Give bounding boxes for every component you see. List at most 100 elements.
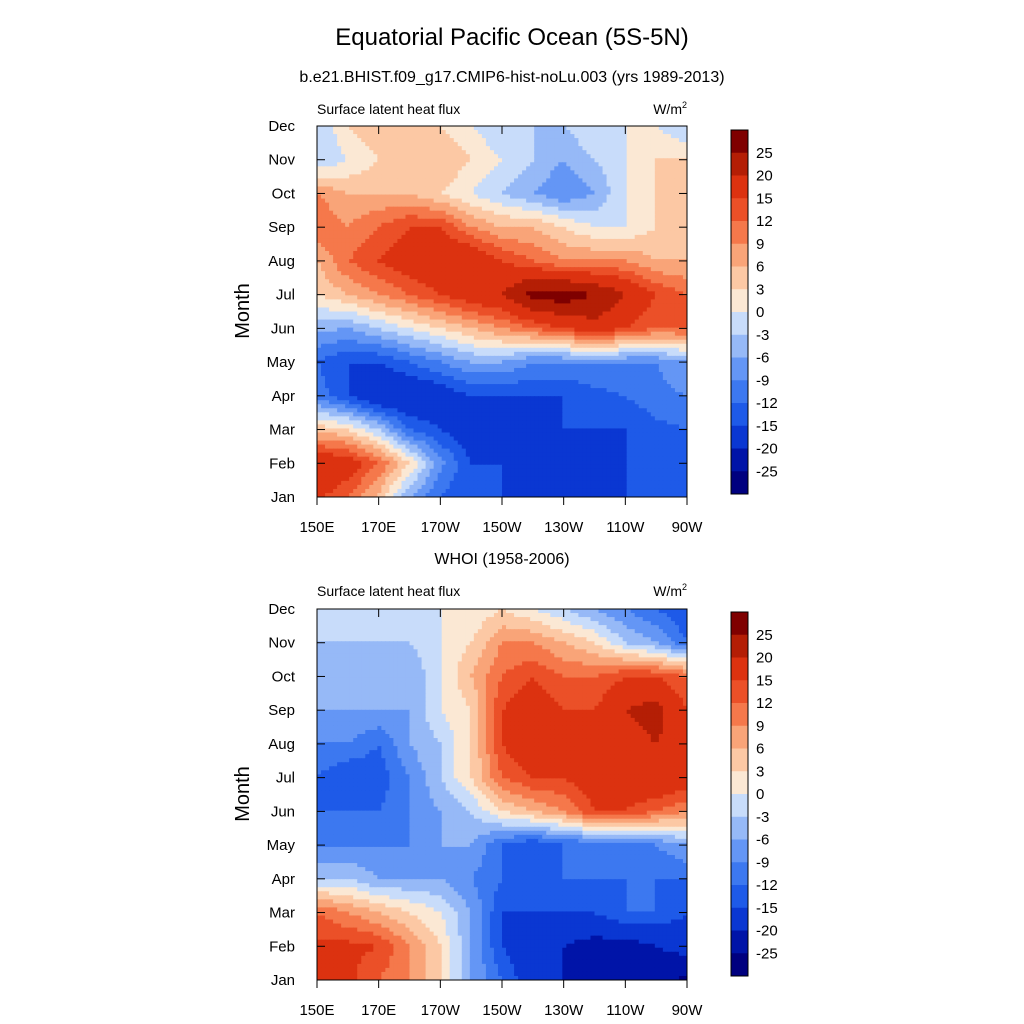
heatmap-cell [357,283,362,288]
heatmap-cell [574,287,580,292]
heatmap-cell [353,287,358,292]
heatmap-cell [558,162,563,167]
heatmap-cell [349,158,354,163]
heatmap-cell [650,202,656,208]
heatmap-cell [433,218,439,224]
heatmap-cell [658,126,664,131]
heatmap-cell [325,303,330,309]
heatmap-cell [662,251,668,256]
heatmap-cell [465,138,471,143]
heatmap-cell [473,315,479,321]
heatmap-cell [570,134,575,139]
heatmap-cell [461,246,467,252]
heatmap-cell [590,307,596,313]
heatmap-cell [337,234,342,240]
heatmap-cell [566,263,571,268]
heatmap-cell [670,134,676,139]
heatmap-cell [409,202,415,208]
heatmap-cell [473,234,479,240]
heatmap-cell [614,234,620,240]
heatmap-cell [357,323,362,329]
heatmap-cell [674,206,680,212]
heatmap-cell [405,271,411,276]
heatmap-cell [433,210,439,216]
heatmap-cell [485,174,491,180]
heatmap-cell [477,146,483,151]
heatmap-cell [670,146,676,151]
heatmap-cell [566,307,571,313]
heatmap-cell [542,214,547,220]
heatmap-cell [445,150,451,155]
heatmap-cell [489,174,495,180]
heatmap-cell [389,198,395,204]
heatmap-cell [429,174,435,180]
heatmap-cell [489,319,495,325]
heatmap-cell [618,263,624,268]
heatmap-cell [413,246,419,252]
heatmap-cell [377,339,382,345]
heatmap-cell [578,166,584,171]
heatmap-cell [393,271,399,276]
heatmap-cell [465,190,471,196]
heatmap-cell [534,162,539,167]
heatmap-cell [674,170,680,175]
heatmap-cell [453,178,459,184]
heatmap-cell [373,315,378,321]
heatmap-cell [437,222,443,228]
heatmap-cell [485,279,491,284]
heatmap-cell [413,134,419,139]
heatmap-cell [550,186,555,192]
heatmap-cell [590,275,596,280]
heatmap-cell [662,222,668,228]
heatmap-cell [445,327,451,333]
heatmap-cell [602,263,608,268]
heatmap-cell [429,202,435,208]
heatmap-cell [381,170,386,175]
heatmap-cell [526,315,531,321]
heatmap-cell [393,299,399,305]
heatmap-cell [469,331,475,337]
heatmap-cell [598,327,604,333]
heatmap-cell [590,234,596,240]
heatmap-cell [578,242,584,248]
heatmap-cell [662,234,668,240]
heatmap-cell [606,323,612,329]
heatmap-cell [457,178,463,184]
heatmap-cell [598,198,604,204]
heatmap-cell [614,238,620,244]
heatmap-cell [397,158,403,163]
heatmap-cell [393,174,399,180]
heatmap-cell [574,263,580,268]
heatmap-cell [381,327,386,333]
heatmap-cell [385,178,390,184]
heatmap-cell [389,206,395,212]
heatmap-cell [445,186,451,192]
heatmap-cell [614,134,620,139]
heatmap-cell [325,226,330,232]
heatmap-cell [566,283,571,288]
heatmap-cell [317,170,322,175]
heatmap-cell [425,291,431,296]
heatmap-cell [365,158,370,163]
heatmap-cell [381,246,386,252]
heatmap-cell [453,255,459,260]
heatmap-cell [558,154,563,159]
heatmap-cell [666,182,672,188]
heatmap-cell [638,263,644,268]
heatmap-cell [642,279,648,284]
heatmap-cell [469,138,475,143]
heatmap-cell [345,198,350,204]
heatmap-cell [502,182,507,188]
heatmap-cell [489,226,495,232]
heatmap-cell [413,226,419,232]
heatmap-cell [678,238,684,244]
heatmap-cell [598,218,604,224]
heatmap-cell [578,271,584,276]
heatmap-cell [562,222,567,228]
heatmap-cell [562,206,567,212]
heatmap-cell [618,335,624,341]
heatmap-cell [502,263,507,268]
heatmap-cell [381,331,386,337]
heatmap-cell [465,295,471,300]
heatmap-cell [397,218,403,224]
